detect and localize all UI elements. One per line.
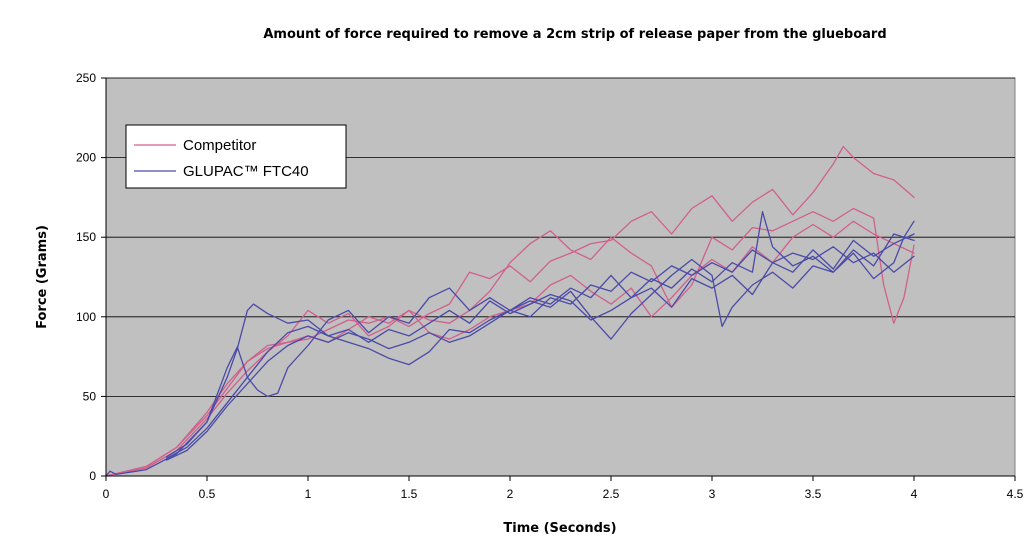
series-line-glupac-4 [165, 211, 915, 458]
series-line-glupac-6 [165, 220, 915, 461]
series-line-glupac-5 [165, 233, 915, 460]
y-tick-label-100: 100 [76, 310, 96, 324]
y-axis-title: Force (Grams) [35, 225, 50, 329]
x-tick-label-1: 1 [305, 487, 312, 501]
x-tick-label-1.5: 1.5 [401, 487, 418, 501]
x-tick-label-3: 3 [709, 487, 716, 501]
y-tick-label-150: 150 [76, 230, 96, 244]
legend: Competitor GLUPAC™ FTC40 [125, 124, 347, 189]
x-tick-label-3.5: 3.5 [805, 487, 822, 501]
x-tick-label-4: 4 [911, 487, 918, 501]
chart-title: Amount of force required to remove a 2cm… [263, 27, 886, 42]
legend-label-competitor: Competitor [183, 137, 256, 154]
x-tick-label-4.5: 4.5 [1007, 487, 1024, 501]
legend-box [125, 124, 347, 189]
y-tick-label-200: 200 [76, 151, 96, 165]
x-tick-label-2: 2 [507, 487, 514, 501]
series-layer [105, 145, 915, 477]
y-tick-label-0: 0 [89, 469, 96, 483]
series-line-glupac-3 [105, 246, 915, 477]
x-tick-label-0.5: 0.5 [199, 487, 216, 501]
series-line-competitor-1 [105, 207, 915, 477]
y-tick-label-50: 50 [83, 389, 97, 403]
gridlines [106, 77, 1015, 397]
y-tick-label-250: 250 [76, 71, 96, 85]
tick-labels: 0 50 100 150 200 250 0 0.5 1 1.5 2 2.5 3 3.5 4 4.5 [76, 71, 1024, 501]
x-tick-label-0: 0 [103, 487, 110, 501]
legend-label-glupac: GLUPAC™ FTC40 [183, 163, 309, 180]
axes [101, 77, 1016, 481]
x-axis-title: Time (Seconds) [503, 521, 616, 536]
x-tick-label-2.5: 2.5 [603, 487, 620, 501]
